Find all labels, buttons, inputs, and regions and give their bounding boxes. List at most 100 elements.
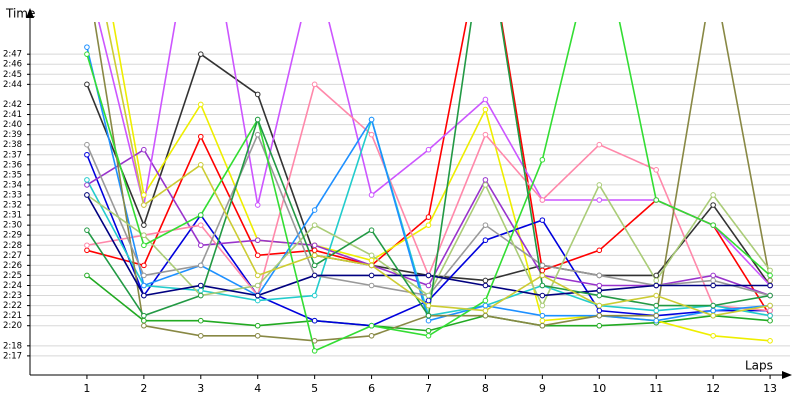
point <box>482 177 489 183</box>
y-tick-label: 2:30 <box>3 221 22 231</box>
point <box>425 282 432 289</box>
y-tick-label: 2:32 <box>3 201 22 211</box>
point <box>254 282 261 289</box>
point <box>254 252 261 259</box>
point <box>197 262 204 269</box>
point <box>596 302 603 309</box>
point <box>141 272 147 279</box>
x-tick-label: 8 <box>482 382 489 395</box>
point <box>425 332 432 339</box>
y-tick-label: 2:26 <box>3 261 22 271</box>
point <box>254 237 261 244</box>
x-axis-label: Laps <box>745 359 773 373</box>
point <box>425 312 432 319</box>
point <box>482 302 489 309</box>
x-tick-label: 2 <box>140 382 147 395</box>
y-tick-label: 2:47 <box>3 50 22 60</box>
x-tick-label: 12 <box>706 382 720 395</box>
y-tick-label: 2:25 <box>3 271 22 281</box>
point <box>539 317 546 324</box>
point <box>84 44 90 50</box>
point <box>84 227 90 233</box>
point <box>141 192 147 198</box>
y-tick-label: 2:42 <box>3 100 22 110</box>
point <box>311 272 318 279</box>
point <box>197 133 204 140</box>
point <box>482 222 489 228</box>
point <box>653 277 660 284</box>
point <box>368 257 375 264</box>
point <box>596 292 603 299</box>
point <box>141 232 147 239</box>
y-tick-label: 2:18 <box>3 341 22 351</box>
point <box>653 167 660 173</box>
point <box>767 317 773 324</box>
point <box>368 322 375 329</box>
y-tick-label: 2:27 <box>3 251 22 261</box>
point <box>84 151 90 158</box>
point <box>311 242 318 249</box>
point <box>141 222 147 228</box>
point <box>710 307 716 314</box>
point <box>653 272 660 279</box>
x-tick-label: 9 <box>539 382 546 395</box>
point <box>653 197 660 203</box>
point <box>710 272 716 279</box>
point <box>539 156 546 163</box>
point <box>197 242 204 249</box>
y-tick-label: 2:31 <box>3 211 22 221</box>
point <box>596 197 603 203</box>
point <box>596 287 603 294</box>
point <box>710 222 716 228</box>
x-tick-label: 3 <box>197 382 204 395</box>
point <box>425 292 432 299</box>
point <box>653 292 660 299</box>
point <box>539 262 546 269</box>
point <box>197 162 204 168</box>
point <box>653 282 660 289</box>
point <box>767 312 773 319</box>
point <box>539 322 546 329</box>
point <box>84 177 90 183</box>
point <box>368 192 375 198</box>
point <box>141 322 147 329</box>
y-tick-label: 2:34 <box>3 180 22 190</box>
point <box>539 272 546 279</box>
point <box>767 307 773 314</box>
x-tick-label: 11 <box>649 382 663 395</box>
y-axis-label: Time <box>5 7 35 21</box>
y-tick-label: 2:36 <box>3 160 22 170</box>
y-tick-label: 2:35 <box>3 170 22 180</box>
point <box>425 214 432 220</box>
point <box>425 146 432 153</box>
x-tick-label: 6 <box>368 382 375 395</box>
point <box>311 338 318 344</box>
point <box>596 322 603 329</box>
point <box>197 292 204 299</box>
point <box>710 302 716 309</box>
ticks: 2:172:18 2:202:212:222:232:242:252:262:27… <box>3 50 777 395</box>
point <box>254 202 261 208</box>
y-axis-arrow <box>26 8 34 18</box>
point <box>767 272 773 279</box>
point <box>254 322 261 329</box>
point <box>368 332 375 339</box>
point <box>84 247 90 254</box>
point <box>254 272 261 279</box>
y-tick-label: 2:45 <box>3 70 22 80</box>
point <box>197 222 204 228</box>
point <box>596 307 603 314</box>
point <box>254 91 261 98</box>
point <box>84 192 90 198</box>
point <box>425 272 432 279</box>
y-tick-label: 2:41 <box>3 110 22 120</box>
point <box>141 146 147 153</box>
point <box>482 237 489 244</box>
point <box>368 227 375 233</box>
point <box>596 182 603 188</box>
x-tick-label: 1 <box>83 382 90 395</box>
point <box>539 282 546 289</box>
point <box>197 332 204 339</box>
point <box>425 317 432 324</box>
